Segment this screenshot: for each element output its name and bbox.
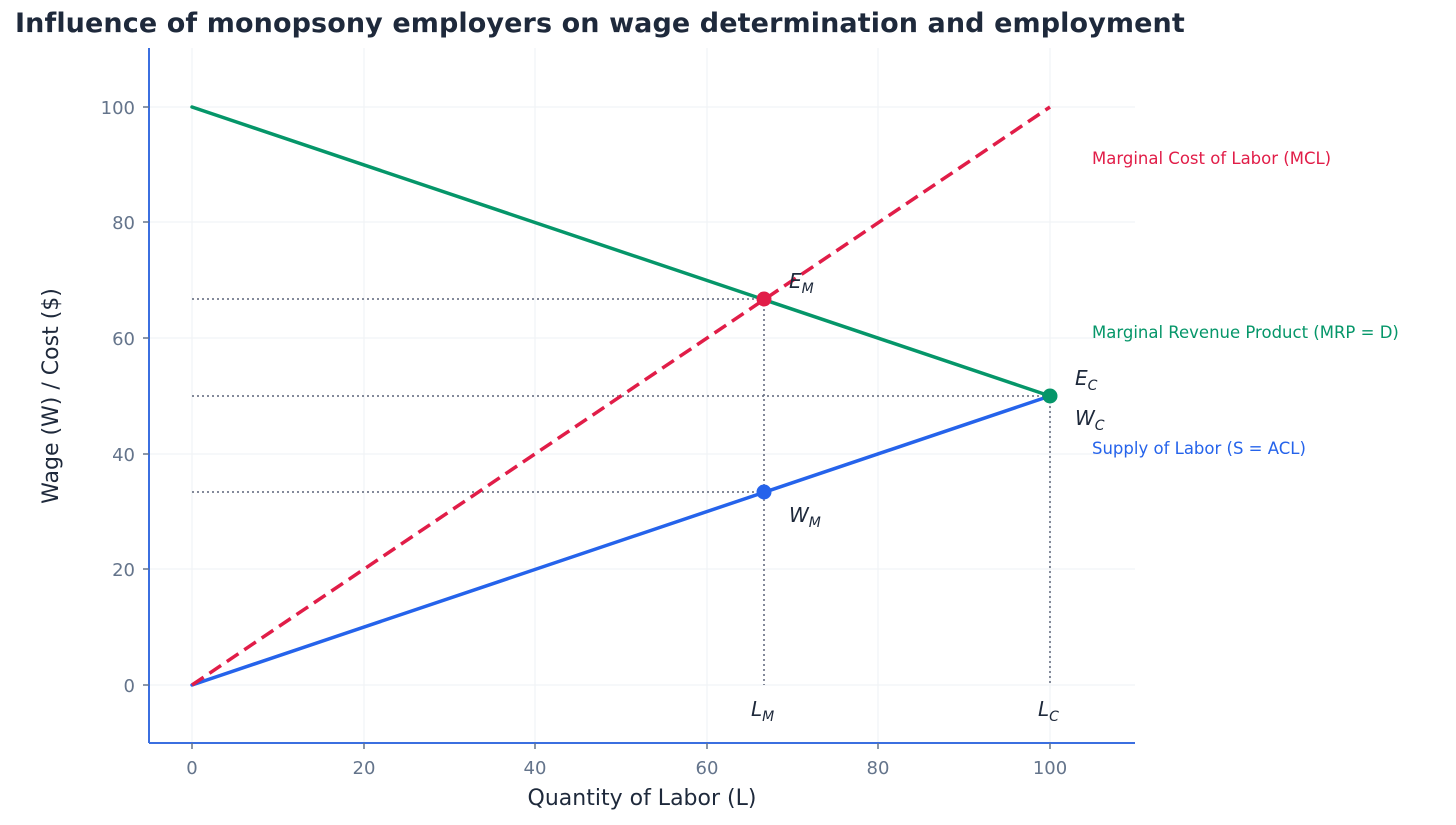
point-em — [756, 291, 772, 307]
y-ticks — [143, 106, 149, 686]
y-tick-label: 40 — [112, 445, 135, 466]
y-tick-label: 0 — [124, 676, 135, 697]
point-wm — [756, 484, 772, 500]
y-tick-label: 60 — [112, 329, 135, 350]
mrp-curve — [190, 105, 1052, 398]
mrp-curve-label: Marginal Revenue Product (MRP = D) — [1092, 323, 1399, 342]
x-tick-labels: 0 20 40 60 80 100 — [186, 758, 1067, 779]
label-lm: LM — [751, 697, 774, 725]
mcl-curve-label: Marginal Cost of Labor (MCL) — [1092, 149, 1331, 168]
reference-lines — [192, 298, 1051, 685]
x-tick-label: 40 — [524, 758, 547, 779]
label-wc: WC — [1075, 406, 1105, 434]
y-tick-labels: 0 20 40 60 80 100 — [101, 98, 135, 697]
x-tick-label: 80 — [867, 758, 890, 779]
label-lc: LC — [1038, 697, 1059, 725]
supply-curve — [190, 394, 1052, 687]
supply-curve-label: Supply of Labor (S = ACL) — [1092, 439, 1306, 458]
label-em: EM — [789, 269, 814, 297]
y-tick-label: 20 — [112, 560, 135, 581]
chart-title: Influence of monopsony employers on wage… — [15, 8, 1185, 39]
x-tick-label: 0 — [186, 758, 197, 779]
mcl-curve — [191, 105, 1051, 687]
y-tick-label: 80 — [112, 213, 135, 234]
x-tick-label: 100 — [1033, 758, 1067, 779]
label-wm: WM — [789, 503, 821, 531]
y-tick-label: 100 — [101, 98, 135, 119]
x-axis-title: Quantity of Labor (L) — [528, 786, 757, 811]
label-ec: EC — [1075, 366, 1098, 394]
x-tick-label: 20 — [353, 758, 376, 779]
point-ec — [1042, 388, 1058, 404]
x-tick-label: 60 — [696, 758, 719, 779]
y-axis-title: Wage (W) / Cost ($) — [39, 288, 64, 504]
x-ticks — [191, 743, 1051, 749]
